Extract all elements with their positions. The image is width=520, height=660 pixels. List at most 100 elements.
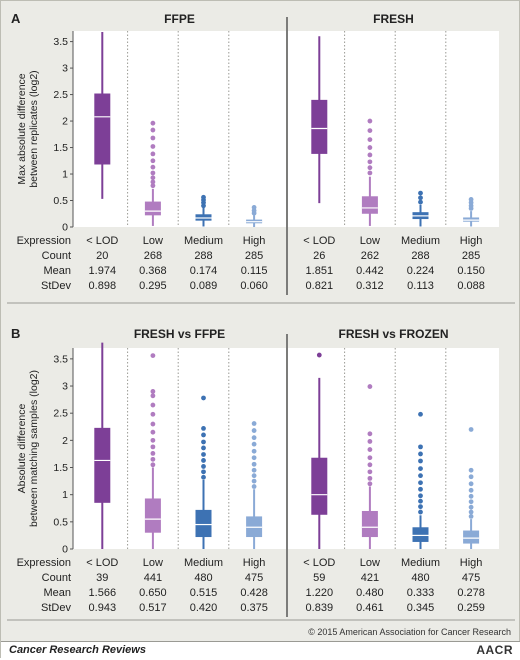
outlier-point (367, 128, 373, 133)
panel-2: FRESH < LOD 26 1.851 0.821 Low 262 0.442 0.312 Me… (286, 12, 499, 295)
box-iqr (195, 509, 212, 538)
stats-cell: 285 (462, 250, 480, 262)
stats-cell: 0.461 (356, 602, 384, 614)
box-4 (463, 197, 480, 227)
box-2 (361, 118, 378, 226)
outlier-point (468, 197, 474, 202)
y-tick-label: 0 (62, 544, 68, 556)
outlier-point (367, 469, 373, 475)
outlier-point (251, 455, 257, 461)
outlier-point (418, 473, 423, 479)
y-axis-title: Max absolute differencebetween replicate… (16, 70, 40, 187)
outlier-point (150, 127, 156, 133)
stats-cell: Low (360, 235, 380, 247)
outlier-point (251, 441, 257, 447)
panel-title: FRESH vs FROZEN (338, 327, 448, 341)
stats-cell: 1.566 (89, 587, 117, 599)
outlier-point (418, 195, 423, 201)
y-tick-label: 3.5 (53, 353, 68, 365)
stats-row-label: Mean (43, 265, 71, 277)
outlier-point (251, 473, 257, 479)
panel-letter: A (11, 11, 21, 26)
outlier-point (150, 444, 156, 450)
stats-cell: 1.220 (306, 587, 334, 599)
stats-cell: Low (143, 235, 163, 247)
outlier-point (150, 170, 156, 176)
panel-1: 0 0.5 1 1.5 2 2.5 3 3.5 Max absolute differenceb… (11, 11, 286, 292)
outlier-point (150, 164, 156, 170)
stats-cell: < LOD (303, 557, 335, 569)
outlier-point (418, 411, 423, 417)
y-axis-title-line: Max absolute difference (16, 73, 28, 184)
stats-cell: 0.224 (407, 265, 435, 277)
stats-cell: 0.174 (190, 265, 218, 277)
outlier-point (150, 462, 156, 468)
outlier-point (201, 458, 206, 463)
y-tick-label: 3.5 (53, 36, 68, 48)
outlier-point (468, 493, 474, 499)
outlier-point (468, 509, 474, 515)
outlier-point (150, 429, 156, 435)
outlier-point (418, 199, 423, 205)
y-tick-label: 3 (62, 63, 68, 75)
box-4 (463, 427, 480, 549)
outlier-point (251, 435, 257, 441)
outlier-point (251, 478, 257, 484)
outlier-point (150, 120, 156, 126)
outlier-point (418, 451, 423, 457)
stats-cell: 480 (411, 572, 429, 584)
outlier-point (201, 194, 206, 200)
outlier-point (201, 432, 206, 438)
outlier-point (468, 481, 474, 487)
box-iqr (94, 427, 111, 503)
outlier-point (150, 179, 156, 185)
box-1 (311, 36, 328, 204)
stats-cell: 475 (462, 572, 480, 584)
stats-cell: 59 (313, 572, 325, 584)
publisher-logo: AACR (476, 643, 513, 657)
outlier-point (468, 427, 474, 432)
outlier-point (251, 484, 257, 489)
outlier-point (418, 486, 423, 492)
y-tick-label: 1.5 (53, 142, 68, 154)
stats-cell: 20 (96, 250, 108, 262)
stats-cell: 0.517 (139, 602, 167, 614)
stats-row-label: Expression (17, 557, 71, 569)
outlier-point (418, 509, 423, 515)
outlier-point (418, 493, 423, 499)
stats-cell: 0.312 (356, 280, 384, 292)
box-2 (144, 120, 161, 226)
y-tick-label: 0 (62, 222, 68, 234)
outlier-point (367, 439, 373, 444)
stats-cell: 475 (245, 572, 263, 584)
outlier-point (418, 190, 423, 196)
stats-cell: 288 (411, 250, 429, 262)
box-1 (311, 352, 328, 549)
outlier-point (418, 498, 423, 504)
outlier-point (418, 480, 423, 486)
box-3 (412, 411, 429, 549)
stats-cell: 288 (194, 250, 212, 262)
outlier-point (201, 452, 206, 457)
outlier-point (150, 402, 156, 408)
stats-cell: 0.839 (306, 602, 334, 614)
outlier-point (150, 144, 156, 149)
outlier-point (251, 448, 257, 454)
stats-row-label: Count (42, 572, 71, 584)
box-iqr (144, 201, 161, 216)
box-3 (195, 194, 212, 227)
outlier-point (251, 421, 257, 426)
outlier-point (468, 499, 474, 505)
box-iqr (144, 498, 161, 533)
outlier-point (251, 205, 257, 210)
stats-cell: 0.943 (89, 602, 117, 614)
stats-cell: 39 (96, 572, 108, 584)
outlier-point (201, 469, 206, 475)
outlier-point (201, 395, 206, 401)
stats-cell: 0.115 (241, 265, 268, 277)
y-tick-label: 2.5 (53, 89, 68, 101)
y-tick-label: 2.5 (53, 408, 68, 420)
y-tick-label: 2 (62, 116, 68, 128)
outlier-point (367, 145, 373, 150)
